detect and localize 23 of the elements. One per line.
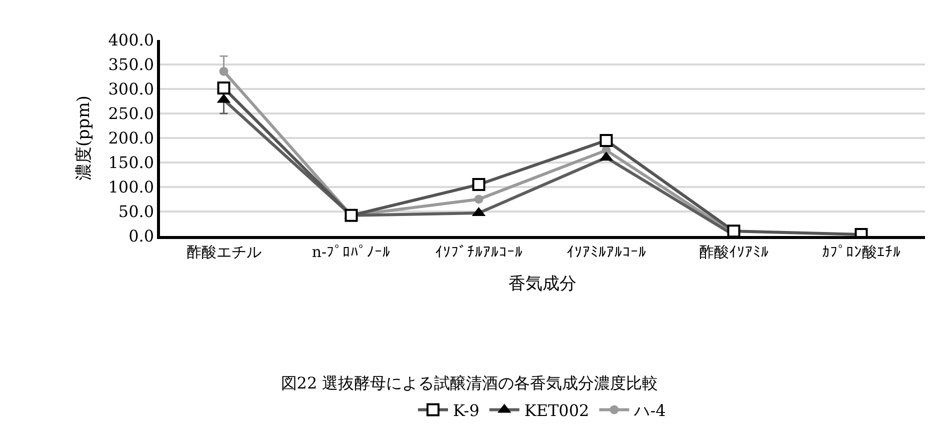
point bbox=[219, 66, 228, 76]
point bbox=[474, 194, 484, 204]
y-tick-label: 100.0 bbox=[108, 178, 154, 197]
legend-label: ハ-4 bbox=[633, 400, 666, 420]
y-tick-label: 250.0 bbox=[108, 104, 154, 124]
y-tick-label: 150.0 bbox=[108, 153, 154, 172]
y-tick-label: 50.0 bbox=[118, 202, 154, 222]
y-tick-label: 400.0 bbox=[108, 30, 154, 50]
y-tick-label: 200.0 bbox=[108, 128, 154, 148]
x-tick-label: n-ﾌﾟﾛﾊﾟﾉｰﾙ bbox=[312, 242, 391, 261]
x-tick-label: ｲｿﾌﾞﾁﾙｱﾙｺｰﾙ bbox=[434, 242, 523, 261]
x-tick-label: ｶﾌﾟﾛﾝ酸ｴﾁﾙ bbox=[822, 242, 901, 261]
text: 図22 選抜酵母による試醸清酒の各香気成分濃度比較 bbox=[280, 374, 658, 393]
x-tick-label: ｲｿｱﾐﾙｱﾙｺｰﾙ bbox=[566, 242, 646, 261]
y-tick-label: 300.0 bbox=[108, 80, 154, 99]
y-tick-label: 0.0 bbox=[128, 226, 154, 246]
x-tick-label: 酢酸エチル bbox=[186, 242, 262, 261]
legend-label: KET002 bbox=[524, 400, 590, 420]
y-tick-label: 350.0 bbox=[108, 55, 154, 74]
x-tick-label: 酢酸ｲｿｱﾐﾙ bbox=[698, 242, 769, 261]
y-axis-title: 濃度(ppm) bbox=[74, 95, 94, 181]
legend-label: K-9 bbox=[453, 400, 480, 420]
x-axis-title: 香気成分 bbox=[508, 274, 576, 294]
